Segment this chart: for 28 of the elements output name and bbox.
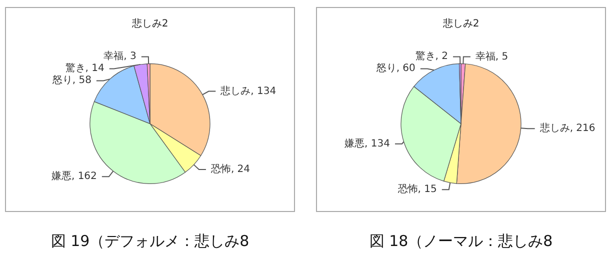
data-label: , 60 (396, 63, 416, 74)
data-label: , 134 (364, 138, 390, 150)
slice-label: 怒り (51, 74, 72, 86)
slice-label: 驚き (415, 50, 436, 62)
data-label: , 134 (250, 86, 276, 97)
slice-label: 怒り (375, 62, 396, 74)
chart-title: 悲しみ2 (130, 18, 168, 30)
data-label: , 15 (418, 184, 437, 196)
data-label: , 2 (435, 51, 448, 62)
slice-label: 幸福 (475, 50, 496, 62)
data-label: , 24 (230, 164, 250, 175)
slice-label: 恐怖 (396, 183, 418, 196)
slice-label: 幸福 (104, 50, 124, 62)
caption: 図 19（デフォルメ：悲しみ8 (50, 232, 250, 251)
data-label: , 216 (570, 123, 596, 134)
data-label: , 58 (72, 75, 92, 86)
slice-label: 嫌悪 (344, 137, 365, 150)
slice-label: 悲しみ (220, 84, 251, 97)
data-label: , 162 (71, 171, 97, 182)
slice-label: 悲しみ (538, 122, 570, 134)
data-label: , 14 (85, 63, 104, 74)
chart-title: 悲しみ2 (442, 18, 480, 30)
data-label: , 5 (495, 51, 508, 62)
slice-label: 驚き (65, 62, 86, 74)
slice-label: 恐怖 (210, 162, 231, 175)
caption: 図 18（ノーマル：悲しみ8 (368, 232, 554, 251)
slice-label: 嫌悪 (51, 170, 72, 182)
data-label: , 3 (124, 51, 136, 62)
